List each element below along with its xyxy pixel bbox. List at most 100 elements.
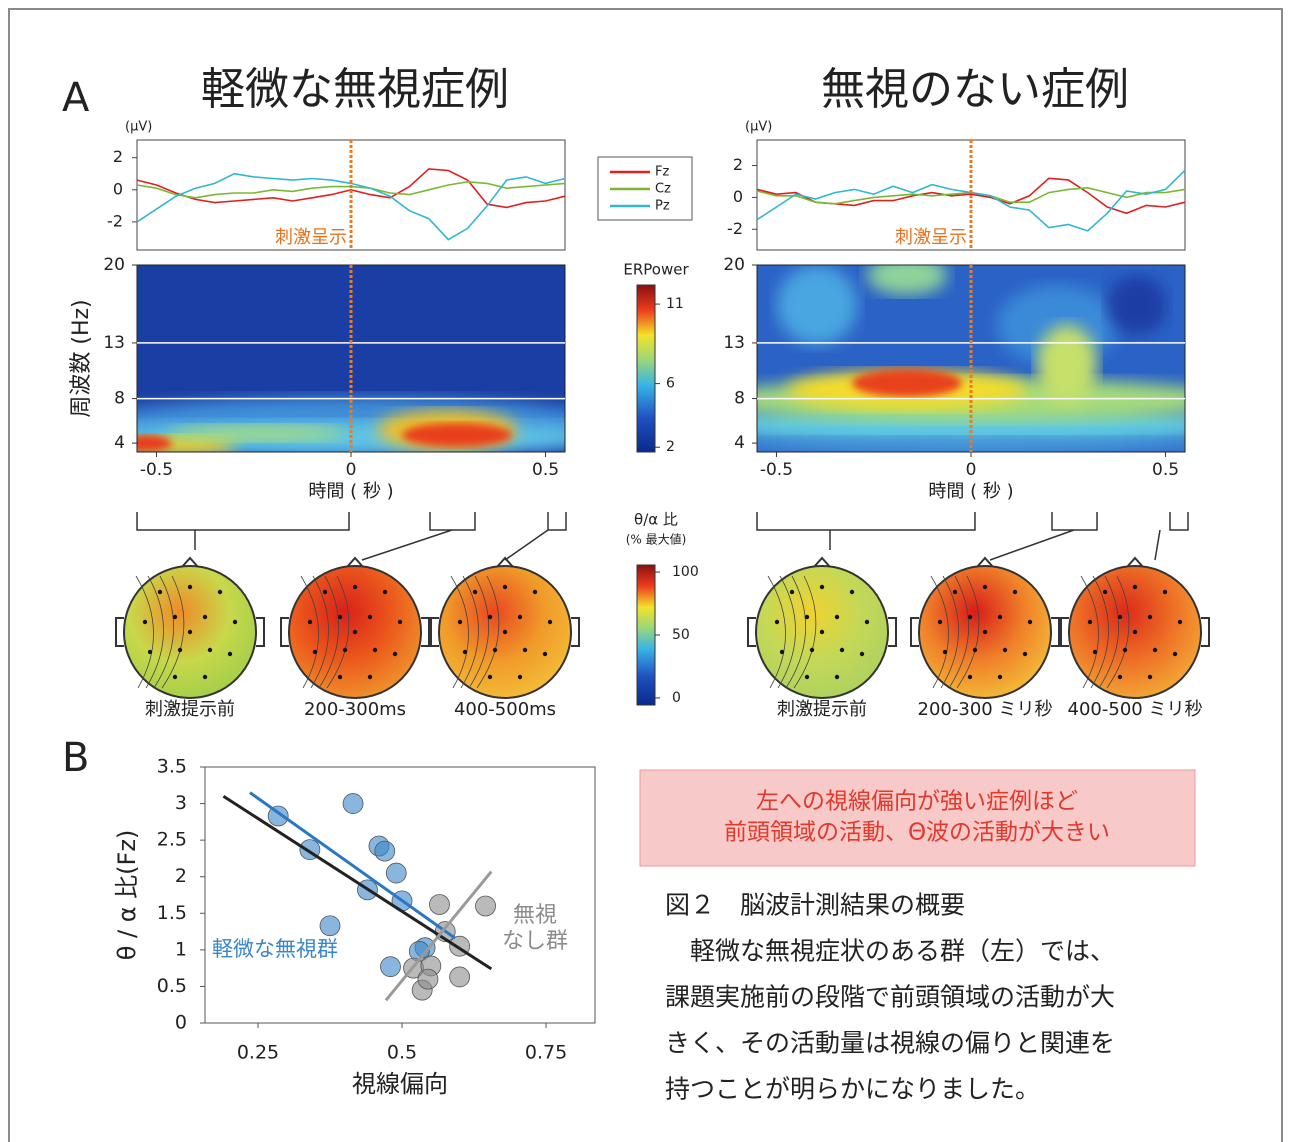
electrode bbox=[860, 652, 864, 656]
power-blob bbox=[867, 255, 947, 295]
colorbar-title: θ/α 比 bbox=[634, 511, 678, 529]
electrode bbox=[1153, 648, 1157, 652]
electrode bbox=[533, 590, 537, 594]
electrode bbox=[353, 585, 357, 589]
y-tick-label: 13 bbox=[103, 333, 125, 353]
colorbar-title: ERPower bbox=[623, 261, 689, 279]
colorbar-tick-label: 50 bbox=[672, 627, 690, 643]
electrode bbox=[308, 620, 312, 624]
electrode bbox=[943, 650, 947, 654]
scatter-point bbox=[429, 895, 449, 915]
x-axis-label: 時間 ( 秒 ) bbox=[308, 481, 393, 502]
electrode bbox=[835, 675, 839, 679]
y-tick-label: 8 bbox=[734, 389, 745, 409]
y-tick-label: 0 bbox=[175, 1012, 187, 1034]
electrode bbox=[820, 630, 824, 634]
heatmap-image bbox=[711, 255, 1231, 453]
power-blob bbox=[1107, 275, 1167, 335]
electrode bbox=[353, 630, 357, 634]
electrode bbox=[805, 615, 809, 619]
colorbar bbox=[637, 285, 655, 452]
x-tick-label: 0 bbox=[346, 460, 357, 480]
colorbar-tick-label: 100 bbox=[672, 564, 699, 580]
y-axis-label: θ / α 比(Fz) bbox=[113, 830, 141, 961]
electrode bbox=[228, 652, 232, 656]
electrode bbox=[463, 650, 467, 654]
series-label: 無視 なし群 bbox=[495, 903, 575, 955]
electrode bbox=[1088, 620, 1092, 624]
colorbar bbox=[637, 565, 655, 705]
electrode bbox=[1028, 620, 1032, 624]
scatter-point bbox=[450, 967, 470, 987]
y-tick-label: 2 bbox=[113, 147, 123, 166]
topomap-label: 400-500ms bbox=[454, 699, 556, 720]
colorbar-tick-label: 11 bbox=[666, 296, 684, 312]
electrode bbox=[840, 648, 844, 652]
electrode bbox=[188, 585, 192, 589]
electrode bbox=[203, 675, 207, 679]
y-tick-label: 0.5 bbox=[157, 975, 187, 997]
scatter-point bbox=[375, 841, 395, 861]
colorbar-tick-label: 6 bbox=[666, 376, 675, 392]
page: 脳波計測結果 html, body { margin: 0; padding: … bbox=[0, 0, 1291, 1142]
event-annotation: 刺激呈示 bbox=[895, 227, 967, 248]
electrode bbox=[148, 650, 152, 654]
electrode bbox=[1123, 648, 1127, 652]
electrode bbox=[953, 590, 957, 594]
y-tick-label: -2 bbox=[107, 211, 123, 230]
electrode bbox=[158, 590, 162, 594]
y-tick-label: 1 bbox=[175, 938, 187, 960]
power-blob bbox=[777, 265, 857, 345]
electrode bbox=[865, 620, 869, 624]
event-annotation: 刺激呈示 bbox=[275, 227, 347, 248]
electrode bbox=[503, 585, 507, 589]
electrode bbox=[393, 652, 397, 656]
legend-label: Cz bbox=[655, 182, 671, 197]
x-tick-label: 0.25 bbox=[237, 1042, 279, 1064]
series-label: 軽微な無視群 bbox=[212, 936, 338, 962]
electrode bbox=[1133, 585, 1137, 589]
x-tick-label: 0.5 bbox=[387, 1042, 417, 1064]
electrode bbox=[775, 620, 779, 624]
x-tick-label: 0.5 bbox=[1152, 460, 1179, 480]
electrode bbox=[473, 590, 477, 594]
electrode bbox=[313, 650, 317, 654]
callout-box bbox=[640, 770, 1195, 866]
electrode bbox=[1148, 615, 1152, 619]
electrode bbox=[218, 590, 222, 594]
electrode bbox=[1013, 590, 1017, 594]
callout-line: 左への視線偏向が強い症例ほど bbox=[756, 789, 1078, 815]
y-unit: (μV) bbox=[125, 120, 152, 135]
electrode bbox=[208, 648, 212, 652]
caption-title: 図２ 脳波計測結果の概要 bbox=[665, 891, 965, 920]
electrode bbox=[810, 648, 814, 652]
power-blob bbox=[402, 423, 512, 447]
electrode bbox=[518, 675, 522, 679]
electrode bbox=[1103, 590, 1107, 594]
panel-label: B bbox=[62, 735, 89, 781]
x-axis-label: 視線偏向 bbox=[352, 1070, 448, 1098]
electrode bbox=[998, 615, 1002, 619]
electrode bbox=[1118, 675, 1122, 679]
x-axis-label: 時間 ( 秒 ) bbox=[928, 481, 1013, 502]
chart-title: 無視のない症例 bbox=[821, 64, 1129, 115]
topomap-label: 刺激提示前 bbox=[145, 699, 235, 720]
legend-label: Fz bbox=[655, 165, 669, 180]
electrode bbox=[1178, 620, 1182, 624]
y-tick-label: 1.5 bbox=[157, 902, 187, 924]
electrode bbox=[820, 585, 824, 589]
electrode bbox=[805, 675, 809, 679]
scatter-point bbox=[476, 896, 496, 916]
callout-line: 前頭領域の活動、Θ波の活動が大きい bbox=[724, 820, 1110, 846]
y-tick-label: 20 bbox=[723, 255, 745, 275]
scatter-point bbox=[320, 916, 340, 936]
electrode bbox=[458, 620, 462, 624]
electrode bbox=[523, 648, 527, 652]
electrode bbox=[233, 620, 237, 624]
topomap-label: 200-300 ミリ秒 bbox=[918, 699, 1053, 720]
y-tick-label: 13 bbox=[723, 333, 745, 353]
legend-label: Pz bbox=[655, 199, 670, 214]
electrode bbox=[983, 585, 987, 589]
electrode bbox=[518, 615, 522, 619]
electrode bbox=[173, 615, 177, 619]
